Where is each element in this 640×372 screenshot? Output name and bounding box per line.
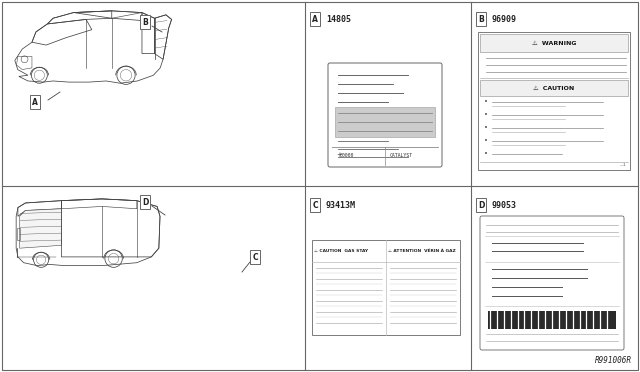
Text: C: C bbox=[312, 201, 318, 209]
Text: •: • bbox=[484, 151, 488, 157]
Bar bbox=[335, 107, 435, 137]
FancyBboxPatch shape bbox=[312, 240, 460, 335]
Text: •: • bbox=[484, 125, 488, 131]
Text: 93413M: 93413M bbox=[326, 201, 356, 209]
Text: 00000: 00000 bbox=[340, 153, 355, 157]
Bar bbox=[17, 228, 20, 240]
Text: B: B bbox=[478, 15, 484, 23]
Text: D: D bbox=[142, 198, 148, 206]
Text: +: + bbox=[336, 152, 342, 158]
Text: ⚠ CAUTION  GAS STAY: ⚠ CAUTION GAS STAY bbox=[314, 249, 368, 253]
Text: CATALYST: CATALYST bbox=[390, 153, 413, 157]
Text: R991006R: R991006R bbox=[595, 356, 632, 365]
Text: 99053: 99053 bbox=[492, 201, 517, 209]
Text: 96909: 96909 bbox=[492, 15, 517, 23]
Text: —1: —1 bbox=[620, 163, 626, 167]
FancyBboxPatch shape bbox=[480, 216, 624, 350]
Text: D: D bbox=[478, 201, 484, 209]
Text: •: • bbox=[484, 99, 488, 105]
Text: ⚠ ATTENTION  VÉRIN À GAZ: ⚠ ATTENTION VÉRIN À GAZ bbox=[388, 249, 456, 253]
Bar bbox=[488, 311, 616, 329]
Polygon shape bbox=[20, 209, 61, 248]
Text: ⚠  WARNING: ⚠ WARNING bbox=[532, 41, 576, 45]
FancyBboxPatch shape bbox=[478, 32, 630, 170]
Text: •: • bbox=[484, 138, 488, 144]
Text: A: A bbox=[32, 97, 38, 106]
Bar bbox=[480, 34, 628, 52]
FancyBboxPatch shape bbox=[328, 63, 442, 167]
Text: ⚠  CAUTION: ⚠ CAUTION bbox=[533, 86, 575, 90]
Text: C: C bbox=[252, 253, 258, 262]
Text: •: • bbox=[484, 112, 488, 118]
Text: B: B bbox=[142, 17, 148, 26]
Text: 14805: 14805 bbox=[326, 15, 351, 23]
Bar bbox=[480, 80, 628, 96]
Text: A: A bbox=[312, 15, 318, 23]
